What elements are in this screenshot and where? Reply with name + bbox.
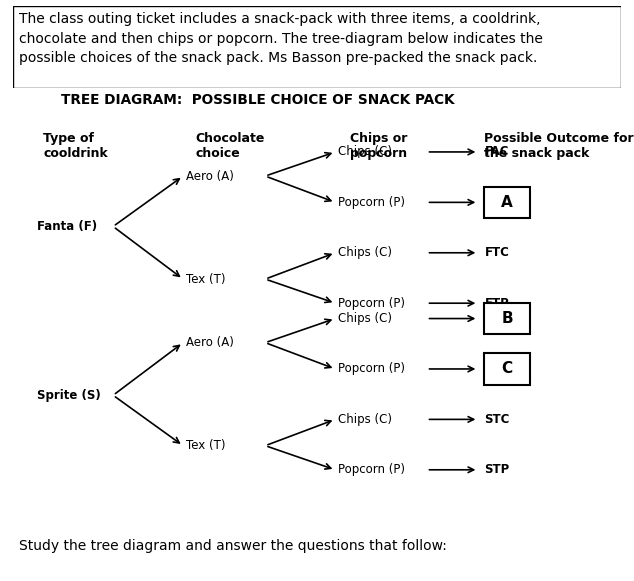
- Bar: [484, 187, 530, 218]
- Text: FTC: FTC: [484, 246, 509, 259]
- Text: Chips or
popcorn: Chips or popcorn: [351, 132, 408, 160]
- Text: Chips (C): Chips (C): [339, 246, 392, 259]
- Text: Popcorn (P): Popcorn (P): [339, 297, 405, 310]
- Text: Study the tree diagram and answer the questions that follow:: Study the tree diagram and answer the qu…: [19, 539, 446, 553]
- Text: Type of
cooldrink: Type of cooldrink: [43, 132, 108, 160]
- Text: Aero (A): Aero (A): [186, 170, 234, 182]
- Text: Tex (T): Tex (T): [186, 439, 226, 452]
- Text: Chips (C): Chips (C): [339, 413, 392, 426]
- Text: FAC: FAC: [484, 145, 509, 159]
- Text: FTP: FTP: [484, 297, 509, 310]
- Text: STP: STP: [484, 463, 510, 476]
- Text: B: B: [501, 311, 513, 326]
- Text: Sprite (S): Sprite (S): [37, 389, 101, 402]
- Bar: [484, 353, 530, 385]
- Text: Popcorn (P): Popcorn (P): [339, 196, 405, 209]
- Text: Chips (C): Chips (C): [339, 312, 392, 325]
- Text: Tex (T): Tex (T): [186, 272, 226, 286]
- Text: A: A: [501, 195, 513, 210]
- Text: TREE DIAGRAM:  POSSIBLE CHOICE OF SNACK PACK: TREE DIAGRAM: POSSIBLE CHOICE OF SNACK P…: [61, 93, 455, 107]
- Text: Popcorn (P): Popcorn (P): [339, 363, 405, 375]
- Text: Chips (C): Chips (C): [339, 145, 392, 159]
- Text: C: C: [501, 361, 513, 376]
- Text: Possible Outcome for
the snack pack: Possible Outcome for the snack pack: [484, 132, 634, 160]
- Bar: [484, 303, 530, 334]
- Text: The class outing ticket includes a snack-pack with three items, a cooldrink,
cho: The class outing ticket includes a snack…: [19, 12, 543, 66]
- Text: STC: STC: [484, 413, 510, 426]
- Text: Popcorn (P): Popcorn (P): [339, 463, 405, 476]
- Text: Fanta (F): Fanta (F): [37, 220, 97, 233]
- Text: Chocolate
choice: Chocolate choice: [195, 132, 264, 160]
- Text: Aero (A): Aero (A): [186, 336, 234, 349]
